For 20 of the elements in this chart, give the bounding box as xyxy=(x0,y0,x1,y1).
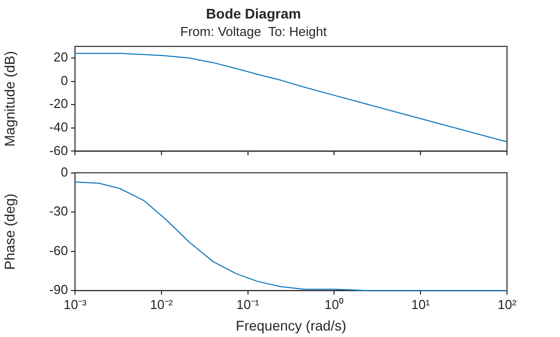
y-tick-label: -30 xyxy=(49,204,68,219)
y-tick-label: -60 xyxy=(49,142,68,158)
chart-subtitle: From: Voltage To: Height xyxy=(180,24,328,40)
x-axis-title: Frequency (rad/s) xyxy=(236,317,346,334)
chart-title: Bode Diagram xyxy=(206,5,301,22)
x-tick-label: 10¹ xyxy=(411,296,431,312)
x-tick-label: 10⁻¹ xyxy=(236,296,260,312)
y-axis-title: Phase (deg) xyxy=(1,194,18,270)
y-tick-label: 0 xyxy=(60,72,68,88)
y-tick-label: -40 xyxy=(49,119,68,134)
y-tick-label: -90 xyxy=(49,282,68,298)
y-tick-label: 20 xyxy=(54,50,68,65)
x-tick-label: 10⁻³ xyxy=(64,296,88,312)
y-axis-title: Magnitude (dB) xyxy=(1,50,18,147)
y-tick-label: 0 xyxy=(60,164,68,180)
x-tick-label: 10⁻² xyxy=(150,296,174,312)
y-tick-label: -60 xyxy=(49,242,68,258)
x-tick-label: 10² xyxy=(498,296,518,312)
x-tick-label: 10⁰ xyxy=(324,296,344,312)
y-tick-label: -20 xyxy=(49,96,68,112)
